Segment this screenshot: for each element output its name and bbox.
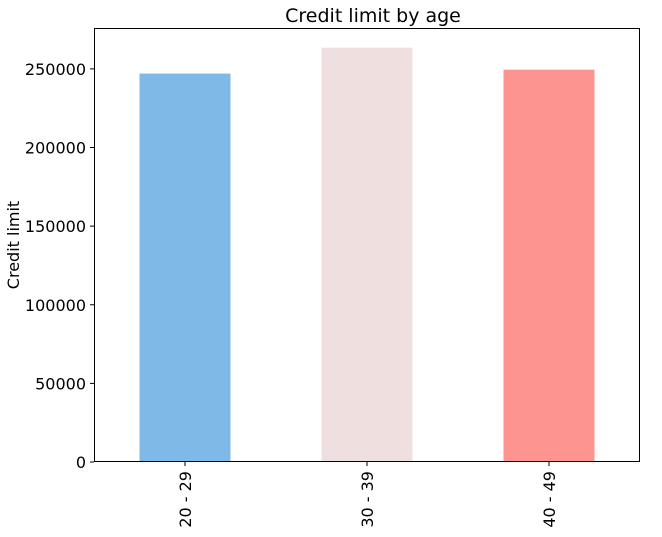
x-tick-label: 30 - 39 (358, 471, 377, 528)
bar-20-29 (139, 73, 231, 463)
x-tick-label: 40 - 49 (540, 471, 559, 528)
y-tick-label: 50000 (35, 374, 86, 393)
y-tick-label: 250000 (25, 60, 86, 79)
chart-title: Credit limit by age (285, 5, 461, 27)
plot-frame (94, 28, 640, 462)
bar-40-49 (503, 69, 595, 462)
x-axis: 20 - 29 30 - 39 40 - 49 (176, 462, 559, 528)
y-axis-label: Credit limit (4, 201, 23, 289)
x-tick-label: 20 - 29 (176, 471, 195, 528)
y-axis: 0 50000 100000 150000 200000 250000 (25, 60, 94, 472)
bar-30-39 (321, 47, 413, 463)
y-tick-label: 200000 (25, 139, 86, 158)
y-tick-label: 100000 (25, 296, 86, 315)
y-tick-label: 150000 (25, 217, 86, 236)
bars-layer (139, 47, 595, 463)
y-tick-label: 0 (76, 453, 86, 472)
